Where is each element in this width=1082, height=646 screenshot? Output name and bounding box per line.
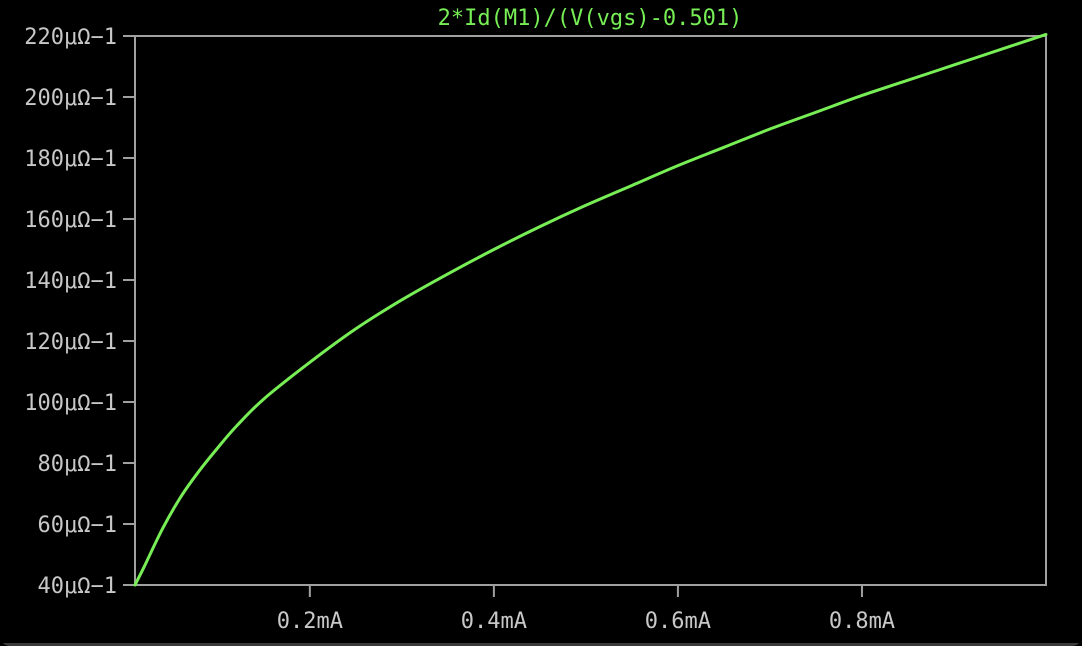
y-tick-label: 120μΩ−1	[24, 330, 117, 355]
x-tick-label: 0.2mA	[277, 609, 343, 634]
y-tick-label: 140μΩ−1	[24, 269, 117, 294]
plot-frame	[134, 35, 1047, 586]
y-tick-label: 80μΩ−1	[38, 452, 117, 477]
x-tick-label: 0.8mA	[829, 609, 895, 634]
x-tick-label: 0.4mA	[461, 609, 527, 634]
series-line	[133, 32, 1048, 587]
y-tick-label: 180μΩ−1	[24, 147, 117, 172]
series-layer	[133, 32, 1048, 587]
x-tick-label: 0.6mA	[645, 609, 711, 634]
y-axis: 40μΩ−1 60μΩ−1 80μΩ−1 100μΩ−1 120μΩ−1 140μΩ−1 1…	[24, 25, 135, 599]
y-tick-label: 200μΩ−1	[24, 86, 117, 111]
y-tick-label: 40μΩ−1	[38, 574, 117, 599]
chart-title: 2*Id(M1)/(V(vgs)-0.501)	[438, 6, 743, 31]
y-tick-label: 160μΩ−1	[24, 208, 117, 233]
y-tick-label: 100μΩ−1	[24, 391, 117, 416]
window-bottom-edge	[0, 643, 1082, 646]
y-tick-label: 60μΩ−1	[38, 513, 117, 538]
y-tick-label: 220μΩ−1	[24, 25, 117, 50]
x-axis: 0.2mA 0.4mA 0.6mA 0.8mA	[277, 585, 895, 634]
